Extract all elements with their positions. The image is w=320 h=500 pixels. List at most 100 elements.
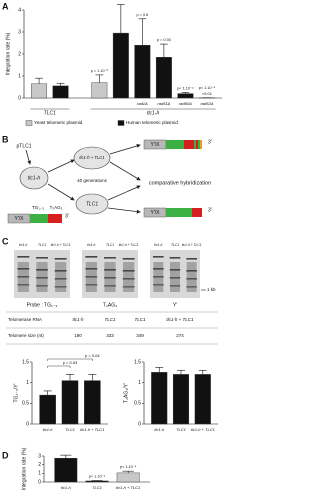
- lane-smear: [55, 262, 67, 292]
- bracket-label: p = 0.03: [63, 360, 78, 365]
- row-header: Telomere size (nt): [8, 333, 44, 338]
- band: [153, 276, 164, 278]
- bracket: [47, 358, 93, 361]
- x-tick-label: tlc1-h: [154, 427, 165, 432]
- band: [54, 286, 67, 288]
- band: [36, 277, 48, 279]
- bar: [177, 93, 194, 99]
- band: [169, 269, 181, 271]
- repeat-label: TG₁₋₃: [32, 205, 44, 210]
- y-tick-label: 0: [26, 421, 29, 427]
- band: [85, 276, 98, 278]
- x-tick-label: rad52Δ: [200, 101, 213, 106]
- bar: [194, 374, 211, 425]
- diagram: pTLC1 tlc1-h tlc1-h + TLC1 40 generation…: [7, 139, 212, 224]
- lane-smear: [123, 262, 135, 292]
- subtelomere-label: Y'/X: [14, 216, 24, 222]
- arrow: [109, 144, 141, 155]
- bar: [84, 380, 101, 425]
- x-tick-label: TLC1: [92, 485, 102, 490]
- bar: [151, 372, 168, 425]
- y-tick-label: 2: [18, 51, 21, 57]
- group-label: tlc1-h: [147, 110, 159, 116]
- band: [153, 268, 164, 270]
- bar: [112, 32, 129, 99]
- bar: [91, 82, 108, 99]
- table-cell: 333: [106, 333, 114, 338]
- panel-letter: A: [2, 1, 9, 11]
- probe-label: Probe : TG₁₋₃: [27, 302, 58, 308]
- band: [122, 270, 135, 272]
- y-tick-label: 3: [18, 29, 21, 35]
- x-tick-label: tlc1-h + TLC1: [80, 427, 104, 432]
- band: [186, 286, 197, 288]
- x-tick-label: tlc1-h + TLC1: [116, 485, 140, 490]
- y-tick-label: 0.5: [22, 401, 29, 407]
- x-tick-label: TLC1: [65, 427, 75, 432]
- arrow: [109, 161, 141, 181]
- panel-letter: D: [2, 450, 9, 460]
- end-label: 3': [208, 207, 212, 213]
- probe-label: T₂AG₃: [103, 302, 117, 308]
- band: [186, 270, 197, 272]
- group-label: TLC1: [44, 110, 56, 116]
- gel: tlc1-h TLC1 tlc1-h + TLC1: [150, 243, 202, 298]
- band: [104, 257, 116, 259]
- y-tick-label: 0: [38, 479, 41, 485]
- tg-repeat: [166, 140, 184, 149]
- y-axis-label: TG₁₋₃/Y': [13, 383, 19, 402]
- y-tick-label: 2: [38, 462, 41, 468]
- probe-label: Y': [173, 302, 177, 308]
- x-tick-label: rad51Δ: [157, 101, 170, 106]
- table-cell: TLC1: [104, 317, 116, 322]
- bar: [172, 374, 190, 425]
- panel-letter: C: [2, 236, 9, 246]
- band: [54, 278, 67, 280]
- arrow: [47, 183, 75, 201]
- y-tick-label: 0: [18, 95, 21, 101]
- band: [122, 258, 135, 260]
- legend-label: Human telomeric plasmid: [126, 120, 178, 125]
- x-tick-label: rad1Δ: [137, 101, 148, 106]
- y-axis-label: Integration rate (%): [5, 32, 11, 75]
- lane-label: TLC1: [171, 243, 179, 247]
- lane-label: tlc1-h: [87, 243, 95, 247]
- band: [153, 256, 164, 258]
- annotation: p = 0.03: [157, 38, 171, 42]
- band: [17, 284, 30, 286]
- repeat-label: T₂AG₃: [50, 205, 63, 210]
- band: [54, 258, 67, 260]
- plasmid-label: pTLC1: [16, 143, 31, 149]
- ttaggg-repeat: [48, 214, 62, 223]
- band: [85, 256, 98, 258]
- band: [36, 269, 48, 271]
- tg-repeat: [194, 140, 196, 149]
- lane-label: TLC1: [38, 243, 46, 247]
- x-tick-label: tlc1-h + TLC1: [191, 427, 215, 432]
- y-tick-label: 1: [18, 73, 21, 79]
- annotation: p< 1.10⁻⁴: [120, 465, 137, 469]
- band: [17, 256, 30, 258]
- bracket-label: p = 0.04: [85, 353, 100, 358]
- bar: [61, 380, 79, 425]
- table-cell: 190: [74, 333, 82, 338]
- band: [17, 276, 30, 278]
- value-label: <0.01: [202, 91, 213, 96]
- band: [104, 285, 116, 287]
- row-header: Telomerase RNA: [8, 317, 42, 322]
- lane-label: tlc1-h: [154, 243, 162, 247]
- table-cell: TLC1: [134, 317, 146, 322]
- bar: [54, 457, 78, 483]
- band: [36, 285, 48, 287]
- end-label: 3': [208, 139, 212, 145]
- band: [169, 257, 181, 259]
- arrow: [107, 207, 141, 214]
- band: [122, 286, 135, 288]
- ttaggg-repeat: [196, 140, 198, 149]
- table-cell: 349: [136, 333, 144, 338]
- bar: [134, 45, 151, 99]
- y-tick-label: 0.5: [134, 401, 141, 407]
- generations-label: 40 generations: [77, 178, 108, 183]
- band: [186, 278, 197, 280]
- band: [104, 269, 116, 271]
